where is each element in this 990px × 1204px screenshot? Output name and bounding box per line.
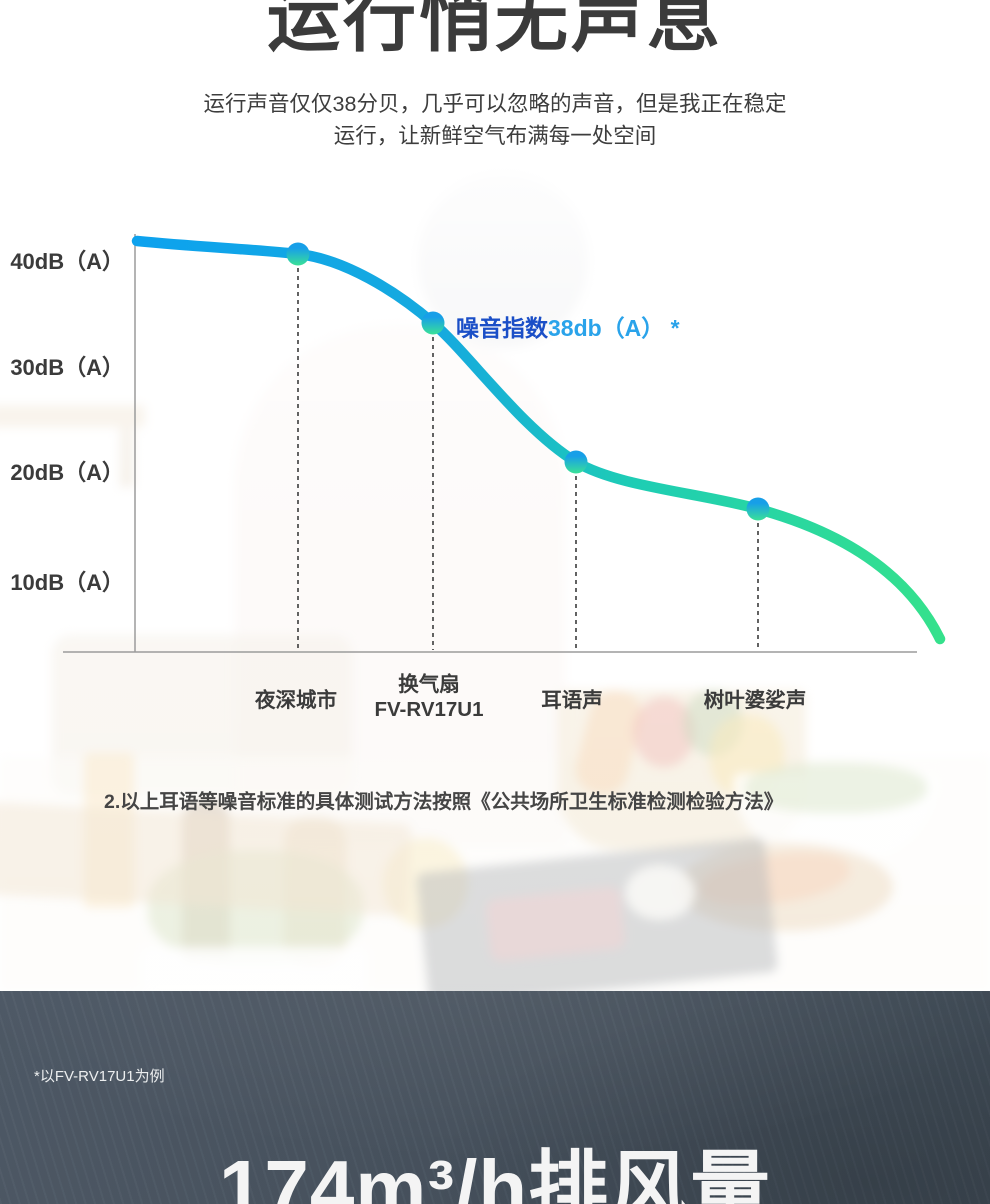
xlabel-text: 耳语声 <box>541 689 603 712</box>
annotation-value: 38db（A） <box>548 315 665 341</box>
page-title: 运行悄无声息 <box>267 0 723 60</box>
model-example-note: *以FV-RV17U1为例 <box>34 1068 165 1085</box>
annotation-asterisk: * <box>664 315 680 341</box>
subtitle-line-1: 运行声音仅仅38分贝，几乎可以忽略的声音，但是我正在稳定 <box>203 92 787 116</box>
ytick-10db: 10dB（A） <box>10 570 124 595</box>
airflow-headline: 174m³/h排风量 <box>218 1144 772 1204</box>
page-subtitle: 运行声音仅仅38分贝，几乎可以忽略的声音，但是我正在稳定 运行，让新鲜空气布满每… <box>0 88 990 152</box>
xlabel-ventilation-fan: 换气扇 FV-RV17U1 <box>374 672 483 722</box>
white-overlay <box>0 165 990 991</box>
noise-curve <box>131 235 946 645</box>
airflow-section: *以FV-RV17U1为例 174m³/h排风量 <box>0 991 990 1204</box>
noise-index-annotation: 噪音指数38db（A） * <box>456 309 680 343</box>
ytick-20db: 20dB（A） <box>10 460 124 485</box>
xlabel-text: 夜深城市 <box>255 689 337 712</box>
xlabel-text: 树叶婆娑声 <box>703 689 807 712</box>
xlabel-quiet-city: 夜深城市 <box>255 688 337 713</box>
data-point-leaves <box>746 497 770 521</box>
annotation-prefix: 噪音指数 <box>456 315 548 341</box>
ytick-30db: 30dB（A） <box>10 355 124 380</box>
ytick-40db: 40dB（A） <box>10 249 124 274</box>
data-point-city <box>286 242 310 266</box>
subtitle-line-2: 运行，让新鲜空气布满每一处空间 <box>333 124 657 148</box>
xlabel-whisper: 耳语声 <box>541 688 603 713</box>
xlabel-text: 换气扇 <box>398 673 460 696</box>
test-method-footnote: 2.以上耳语等噪音标准的具体测试方法按照《公共场所卫生标准检测检验方法》 <box>104 791 784 813</box>
xlabel-rustling-leaves: 树叶婆娑声 <box>704 688 807 713</box>
noise-chart-canvas <box>63 234 946 653</box>
xlabel-model-number: FV-RV17U1 <box>374 698 484 721</box>
data-point-fan <box>421 311 445 335</box>
data-point-whisper <box>564 450 588 474</box>
